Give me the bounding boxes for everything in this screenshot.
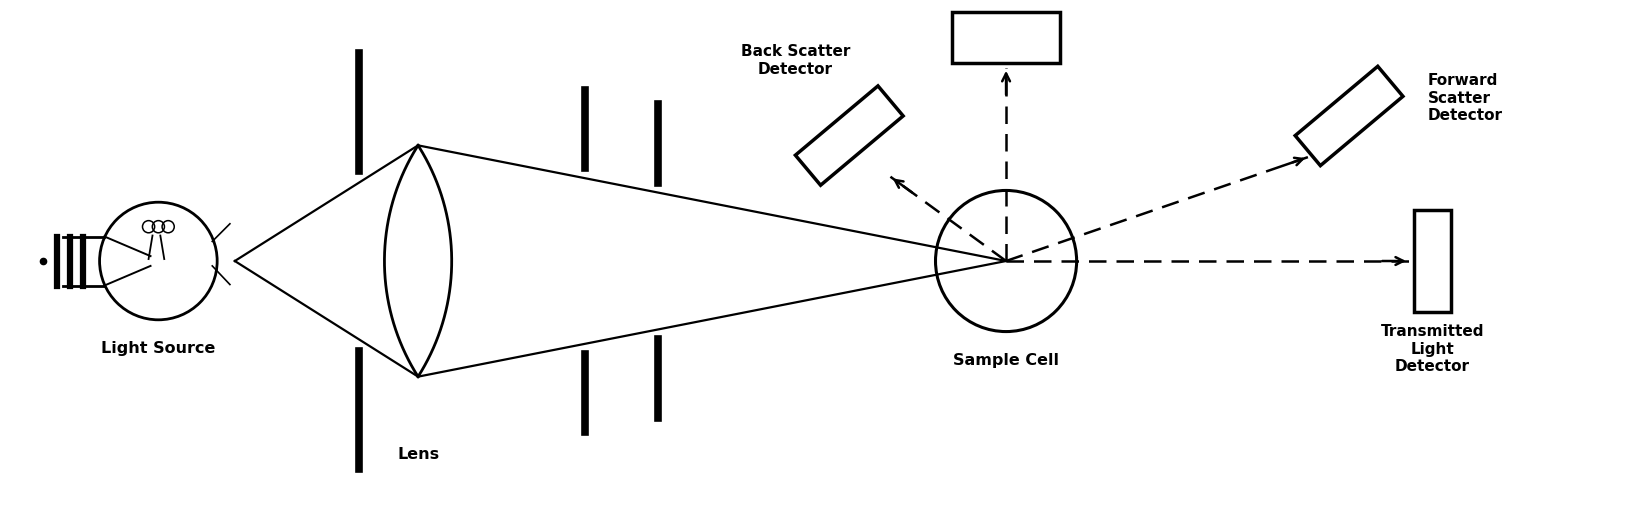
Bar xyxy=(796,86,903,185)
Text: Lens: Lens xyxy=(397,447,439,462)
Text: Light Source: Light Source xyxy=(101,342,215,356)
Bar xyxy=(952,12,1059,63)
Text: Forward
Scatter
Detector: Forward Scatter Detector xyxy=(1427,73,1502,123)
Text: Transmitted
Light
Detector: Transmitted Light Detector xyxy=(1381,324,1484,374)
Bar xyxy=(1414,210,1451,312)
Text: Sample Cell: Sample Cell xyxy=(953,353,1059,368)
Text: Back Scatter
Detector: Back Scatter Detector xyxy=(740,44,849,77)
Bar xyxy=(1295,66,1402,166)
Text: 90° Detector: 90° Detector xyxy=(952,0,1061,2)
